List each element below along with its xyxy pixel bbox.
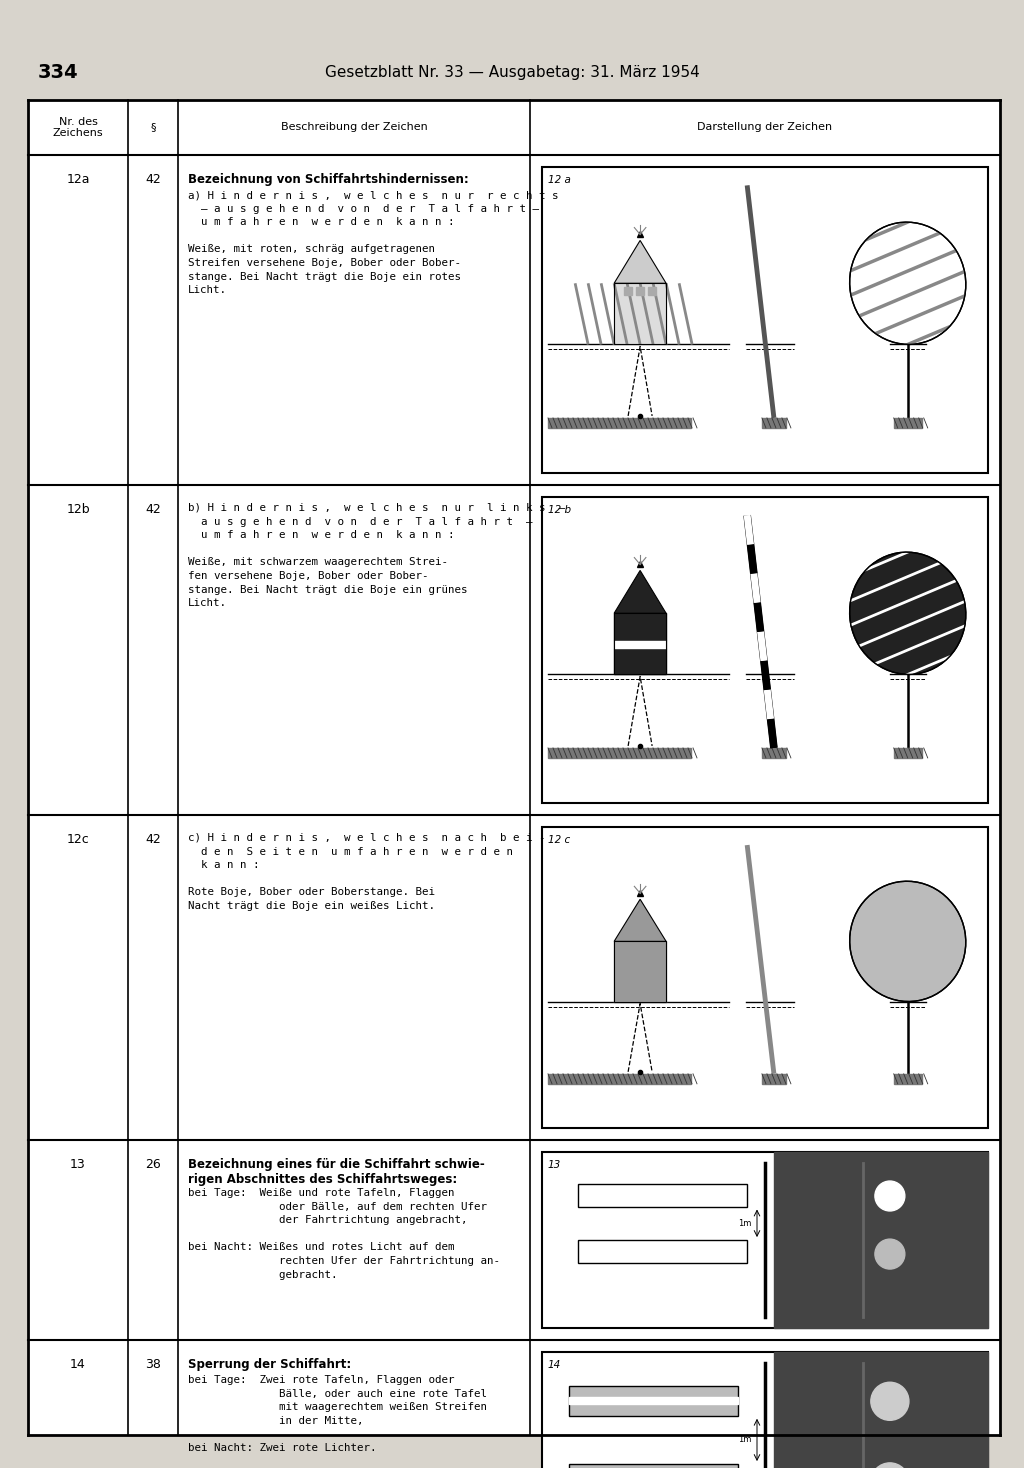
Bar: [614, 283, 667, 345]
Bar: [774, 1352, 988, 1468]
Bar: [542, 498, 988, 803]
Ellipse shape: [850, 222, 966, 345]
Bar: [614, 941, 667, 1001]
Text: 334: 334: [38, 63, 79, 82]
Bar: [614, 614, 667, 674]
Bar: [648, 288, 656, 295]
Bar: [542, 826, 988, 1127]
Bar: [894, 418, 922, 427]
Bar: [548, 418, 691, 427]
Text: 12 c: 12 c: [548, 835, 570, 846]
Text: 12a: 12a: [67, 173, 90, 186]
Text: 14: 14: [70, 1358, 86, 1371]
Circle shape: [874, 1239, 905, 1268]
Text: c) H i n d e r n i s ,  w e l c h e s  n a c h  b e i -
  d e n  S e i t e n  u : c) H i n d e r n i s , w e l c h e s n a…: [188, 832, 546, 912]
Circle shape: [870, 1464, 909, 1468]
Bar: [762, 418, 786, 427]
Text: 12c: 12c: [67, 832, 89, 846]
Text: 42: 42: [145, 173, 161, 186]
Text: 38: 38: [145, 1358, 161, 1371]
Ellipse shape: [850, 552, 966, 674]
Text: 42: 42: [145, 832, 161, 846]
Circle shape: [874, 1182, 905, 1211]
Text: 42: 42: [145, 504, 161, 515]
Text: 26: 26: [145, 1158, 161, 1171]
Text: Gesetzblatt Nr. 33 — Ausgabetag: 31. März 1954: Gesetzblatt Nr. 33 — Ausgabetag: 31. Mär…: [325, 65, 699, 79]
Bar: [614, 283, 667, 345]
Text: §: §: [151, 122, 156, 132]
Bar: [542, 1152, 988, 1329]
Text: 13: 13: [548, 1160, 561, 1170]
Polygon shape: [614, 900, 667, 941]
Text: 12 b: 12 b: [548, 505, 571, 515]
Bar: [542, 167, 988, 473]
Text: Beschreibung der Zeichen: Beschreibung der Zeichen: [281, 122, 427, 132]
Bar: [762, 747, 786, 757]
Text: 1m: 1m: [738, 1218, 752, 1227]
Bar: [568, 1386, 738, 1415]
Polygon shape: [614, 241, 667, 283]
Text: Sperrung der Schiffahrt:: Sperrung der Schiffahrt:: [188, 1358, 351, 1371]
Text: bei Tage:  Weiße und rote Tafeln, Flaggen
              oder Bälle, auf dem rech: bei Tage: Weiße und rote Tafeln, Flaggen…: [188, 1188, 500, 1280]
Text: b) H i n d e r n i s ,  w e l c h e s  n u r  l i n k s  —
  a u s g e h e n d  : b) H i n d e r n i s , w e l c h e s n u…: [188, 504, 565, 608]
Bar: [774, 1152, 988, 1329]
Text: Bezeichnung eines für die Schiffahrt schwie-
rigen Abschnittes des Schiffahrtswe: Bezeichnung eines für die Schiffahrt sch…: [188, 1158, 484, 1186]
Bar: [614, 614, 667, 674]
Bar: [568, 1398, 738, 1403]
Circle shape: [870, 1383, 909, 1421]
Text: 13: 13: [70, 1158, 86, 1171]
Ellipse shape: [850, 881, 966, 1001]
Polygon shape: [614, 571, 667, 614]
Text: 14: 14: [548, 1359, 561, 1370]
Bar: [548, 1073, 691, 1083]
Text: 1m: 1m: [738, 1436, 752, 1445]
Bar: [614, 941, 667, 1001]
Bar: [548, 747, 691, 757]
Bar: [636, 288, 644, 295]
Text: 12 a: 12 a: [548, 175, 570, 185]
Bar: [578, 1240, 748, 1262]
Text: a) H i n d e r n i s ,  w e l c h e s  n u r  r e c h t s
  — a u s g e h e n d : a) H i n d e r n i s , w e l c h e s n u…: [188, 189, 558, 295]
Text: Darstellung der Zeichen: Darstellung der Zeichen: [697, 122, 833, 132]
Text: Nr. des
Zeichens: Nr. des Zeichens: [52, 116, 103, 138]
Bar: [568, 1464, 738, 1468]
Bar: [624, 288, 632, 295]
Bar: [614, 642, 667, 649]
Text: bei Tage:  Zwei rote Tafeln, Flaggen oder
              Bälle, oder auch eine ro: bei Tage: Zwei rote Tafeln, Flaggen oder…: [188, 1376, 487, 1453]
Bar: [542, 1352, 988, 1468]
Text: Bezeichnung von Schiffahrtshindernissen:: Bezeichnung von Schiffahrtshindernissen:: [188, 173, 469, 186]
Bar: [578, 1183, 748, 1207]
Bar: [894, 747, 922, 757]
Bar: [762, 1073, 786, 1083]
Text: 12b: 12b: [67, 504, 90, 515]
Bar: [894, 1073, 922, 1083]
